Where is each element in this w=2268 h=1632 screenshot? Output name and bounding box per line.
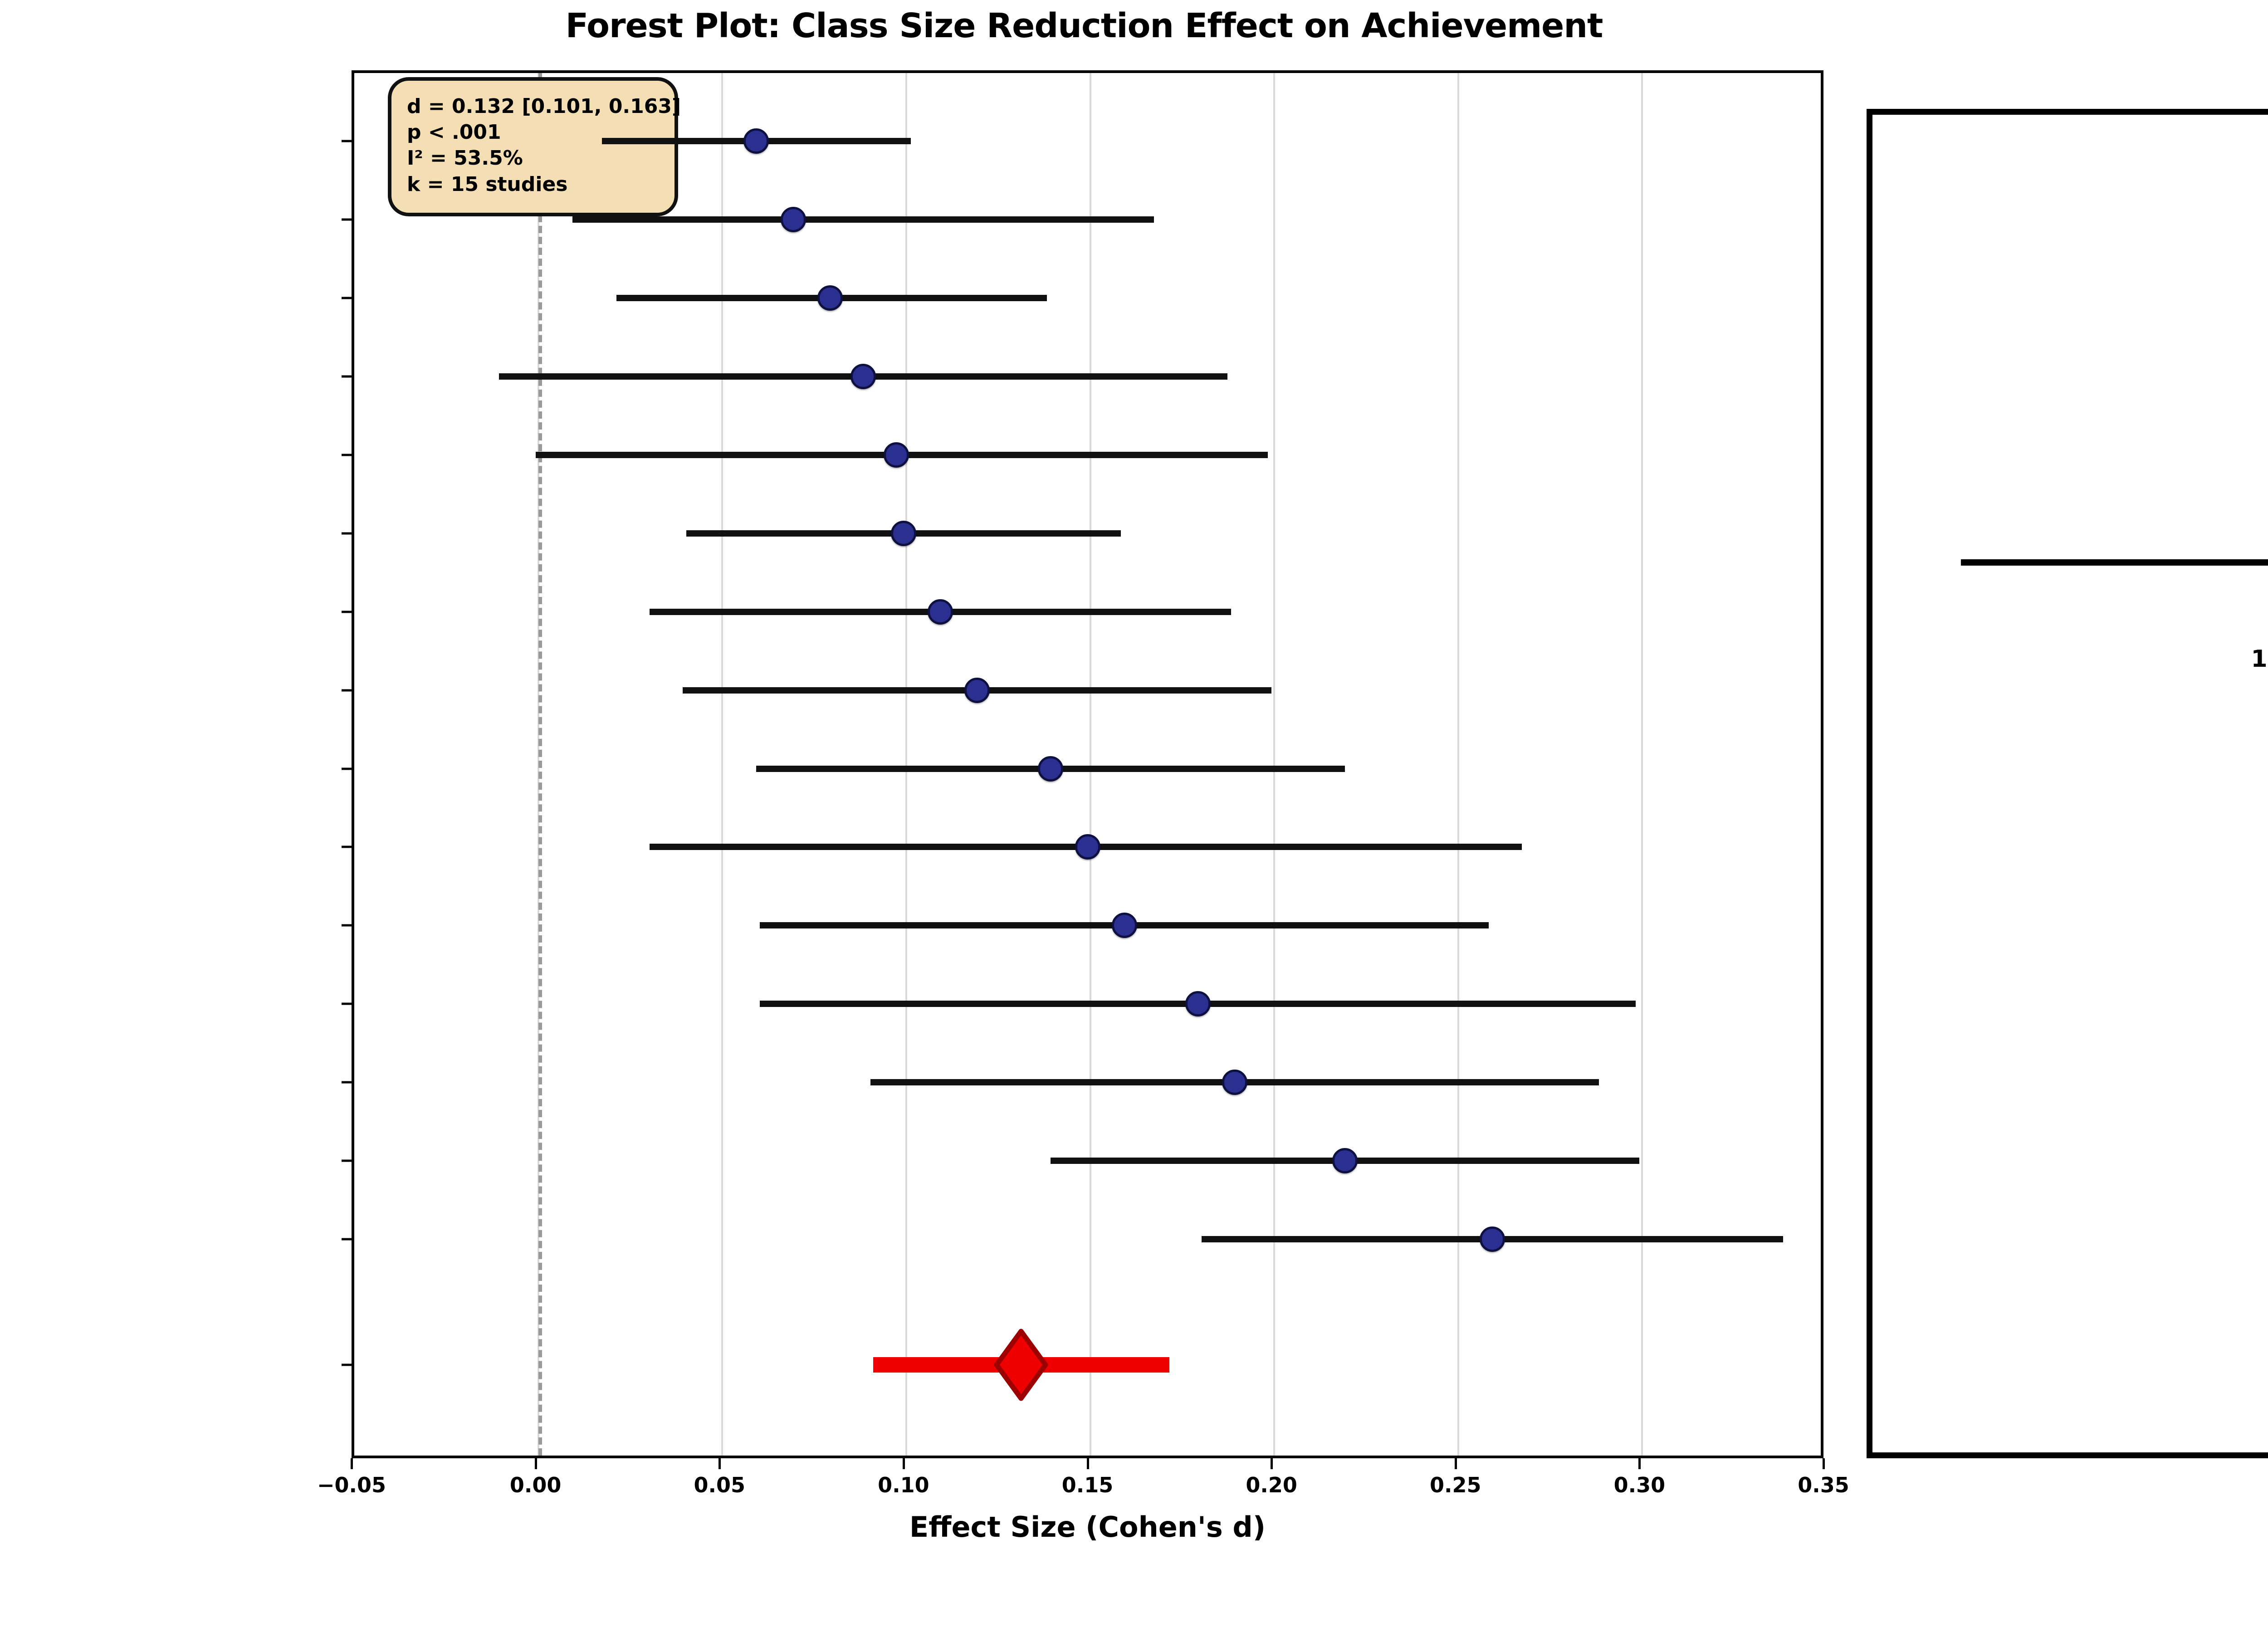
x-axis-tick-label: 0.35	[1798, 1473, 1849, 1497]
confidence-interval-line	[572, 216, 1154, 223]
summary-statistics-callout: d = 0.132 [0.101, 0.163] p < .001 I² = 5…	[388, 77, 681, 216]
study-effect-marker	[780, 207, 806, 233]
x-axis-tick	[1638, 1458, 1641, 1469]
study-scope-summary: 15 Studies • 53,030 Students • 7 Countri…	[2251, 645, 2268, 673]
y-axis-tick	[342, 375, 352, 378]
x-axis-tick-label: 0.10	[878, 1473, 929, 1497]
x-axis-tick	[1086, 1458, 1089, 1469]
x-axis-tick-label: 0.25	[1430, 1473, 1481, 1497]
study-effect-marker	[1222, 1070, 1247, 1095]
x-gridline	[1273, 73, 1276, 1456]
y-axis-tick	[342, 297, 352, 299]
y-axis-tick	[342, 1081, 352, 1084]
study-effect-marker	[890, 520, 916, 546]
pooled-effect-headline: d = 0.132	[1872, 219, 2268, 317]
y-axis-tick	[342, 1238, 352, 1241]
effect-interpretation: Small Positive Effect	[1872, 346, 2268, 380]
study-effect-marker	[1111, 913, 1137, 938]
y-axis-tick	[342, 1159, 352, 1162]
footnote-consistency: ✓ Consistent Across Contexts	[1867, 1510, 2268, 1538]
x-axis-tick-label: 0.20	[1246, 1473, 1297, 1497]
x-axis-tick	[719, 1458, 721, 1469]
practical-impact-item-2: 2-3 Months Learning Gain	[1872, 861, 2268, 890]
stat-effect-size: d = 0.132 [0.101, 0.163]	[407, 95, 681, 118]
y-axis-tick	[342, 1002, 352, 1005]
y-axis-tick	[342, 924, 352, 927]
plot-axes	[352, 70, 1823, 1458]
study-effect-marker	[1038, 756, 1064, 782]
x-axis-tick-label: 0.15	[1061, 1473, 1114, 1497]
x-axis-tick	[1823, 1458, 1825, 1469]
x-axis-tick-label: 0.05	[694, 1473, 746, 1497]
x-gridline	[721, 73, 723, 1456]
strongest-effects-title: STRONGEST EFFECTS	[1872, 986, 2268, 1019]
stat-i-squared: I² = 53.5%	[407, 147, 523, 170]
stat-k-studies: k = 15 studies	[407, 172, 568, 196]
x-gridline	[1457, 73, 1459, 1456]
strongest-effect-item-2: RCT Studies: d = 0.169	[1872, 1165, 2268, 1192]
study-effect-marker	[1075, 834, 1100, 860]
x-axis-tick	[1271, 1458, 1273, 1469]
x-axis-tick	[902, 1458, 905, 1469]
x-gridline	[1089, 73, 1091, 1456]
x-axis-tick-label: −0.05	[317, 1473, 386, 1497]
study-effect-marker	[1332, 1148, 1358, 1174]
pooled-effect-diamond	[994, 1329, 1048, 1401]
y-axis-tick	[342, 845, 352, 848]
practical-impact-title: PRACTICAL IMPACT	[1872, 707, 2268, 740]
y-axis-tick	[342, 140, 352, 142]
study-effect-marker	[964, 677, 990, 703]
x-axis-tick-label: 0.30	[1613, 1473, 1666, 1497]
zero-reference-line	[538, 73, 542, 1456]
study-effect-marker	[928, 599, 953, 625]
study-effect-marker	[1479, 1226, 1505, 1252]
x-axis-tick	[351, 1458, 353, 1469]
x-axis-title: Effect Size (Cohen's d)	[909, 1510, 1266, 1544]
key-findings-title: KEY FINDINGS	[1872, 155, 2268, 194]
y-axis-tick	[342, 767, 352, 770]
x-gridline	[1641, 73, 1643, 1456]
study-effect-marker	[1185, 991, 1211, 1017]
x-axis-tick-label: 0.00	[509, 1473, 562, 1497]
footnote-publication-bias: ✓ No Publication Bias	[1867, 1581, 2268, 1608]
y-axis-tick	[342, 611, 352, 613]
study-effect-marker	[883, 442, 909, 468]
x-axis-tick	[534, 1458, 537, 1469]
study-effect-marker	[850, 364, 876, 390]
section-divider	[1961, 559, 2268, 566]
page-title: Forest Plot: Class Size Reduction Effect…	[565, 6, 1603, 45]
stat-p-value: p < .001	[407, 121, 501, 144]
strongest-effect-item-1: Early Grades (K-3): d = 0.154	[1872, 1083, 2268, 1110]
y-axis-tick	[342, 218, 352, 221]
y-axis-tick	[342, 532, 352, 535]
y-axis-tick	[342, 454, 352, 456]
forest-plot-panel: Forest Plot: Class Size Reduction Effect…	[317, 6, 1849, 1544]
y-axis-tick	[342, 689, 352, 692]
study-effect-marker	[743, 128, 769, 154]
study-effect-marker	[817, 285, 843, 311]
y-axis-tick	[342, 1363, 352, 1366]
x-gridline	[905, 73, 907, 1456]
practical-impact-item-1: ~5-7 Percentile Points	[1872, 786, 2268, 816]
key-findings-card: KEY FINDINGS d = 0.132 Small Positive Ef…	[1867, 109, 2268, 1458]
x-axis-tick	[1454, 1458, 1457, 1469]
